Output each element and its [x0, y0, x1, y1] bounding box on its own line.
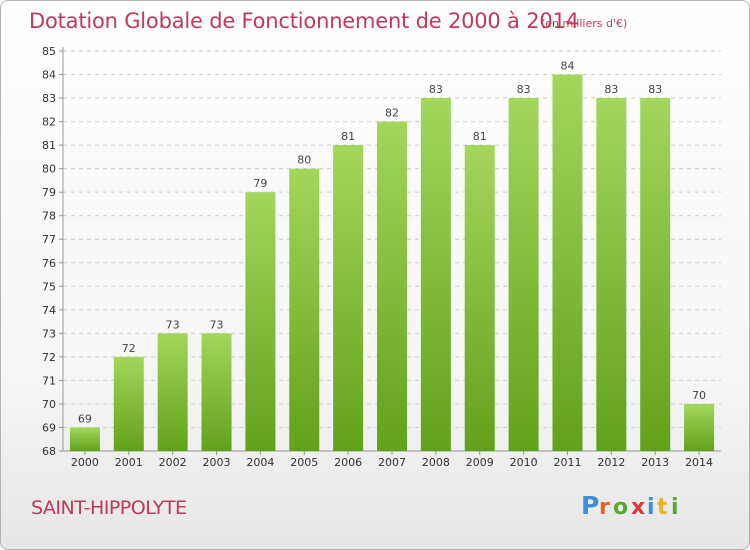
data-label: 83	[429, 83, 443, 96]
data-labels: 69 72 73 73 79 80 81 82 83 81 83 84 83 83 70	[78, 60, 706, 426]
bar-2014	[684, 403, 715, 451]
x-tick-label: 2014	[685, 456, 713, 469]
data-label: 73	[210, 318, 224, 331]
chart-title: Dotation Globale de Fonctionnement de 20…	[29, 9, 579, 33]
x-tick-label: 2013	[641, 456, 669, 469]
proxiti-logo[interactable]: P r o x i t i	[579, 487, 689, 523]
y-tick-label: 75	[42, 280, 56, 293]
x-tick-label: 2002	[159, 456, 187, 469]
y-tick-label: 82	[42, 116, 56, 129]
bar-2002	[157, 333, 188, 451]
svg-text:P: P	[581, 491, 599, 520]
x-tick-label: 2008	[422, 456, 450, 469]
y-tick-label: 85	[42, 45, 56, 58]
data-label: 80	[297, 154, 311, 167]
svg-text:t: t	[657, 495, 668, 520]
data-label: 73	[166, 318, 180, 331]
y-tick-label: 71	[42, 374, 56, 387]
y-tick-label: 69	[42, 421, 56, 434]
data-label: 84	[560, 60, 574, 73]
bar-2003	[201, 333, 232, 451]
y-tick-label: 72	[42, 351, 56, 364]
bar-2011	[552, 74, 583, 451]
svg-text:r: r	[599, 495, 610, 520]
x-tick-label: 2004	[246, 456, 274, 469]
commune-name: SAINT-HIPPOLYTE	[31, 497, 187, 519]
y-tick-label: 79	[42, 186, 56, 199]
data-label: 83	[517, 83, 531, 96]
data-label: 83	[648, 83, 662, 96]
x-tick-label: 2010	[510, 456, 538, 469]
bar-2013	[640, 98, 671, 451]
data-label: 69	[78, 412, 92, 425]
data-label: 81	[473, 130, 487, 143]
svg-text:o: o	[613, 495, 628, 520]
y-tick-label: 78	[42, 210, 56, 223]
y-tick-label: 76	[42, 257, 56, 270]
bar-2007	[377, 121, 407, 452]
x-tick-label: 2006	[334, 456, 362, 469]
x-tick-label: 2001	[115, 456, 143, 469]
data-label: 81	[341, 130, 355, 143]
bar-2010	[508, 98, 539, 451]
bar-2012	[596, 98, 627, 451]
y-tick-label: 77	[42, 233, 56, 246]
data-label: 83	[604, 83, 618, 96]
svg-text:i: i	[647, 495, 655, 520]
chart-unit: (en milliers d'€)	[541, 17, 628, 30]
bar-2006	[333, 145, 364, 451]
bars	[69, 74, 715, 452]
bar-2000	[69, 427, 100, 451]
data-label: 72	[122, 342, 136, 355]
y-tick-label: 68	[42, 445, 56, 458]
x-tick-label: 2000	[71, 456, 99, 469]
x-tick-label: 2007	[378, 456, 406, 469]
x-tick-label: 2003	[203, 456, 231, 469]
y-tick-label: 83	[42, 92, 56, 105]
x-tick-label: 2012	[597, 456, 625, 469]
y-tick-label: 73	[42, 327, 56, 340]
bar-2004	[245, 192, 276, 452]
y-tick-label: 80	[42, 163, 56, 176]
y-tick-label: 74	[42, 304, 56, 317]
y-tick-label: 81	[42, 139, 56, 152]
y-tick-label: 70	[42, 398, 56, 411]
data-label: 82	[385, 107, 399, 120]
svg-text:x: x	[631, 495, 645, 520]
y-tick-label: 84	[42, 69, 56, 82]
x-tick-label: 2005	[290, 456, 318, 469]
data-label: 79	[253, 177, 267, 190]
x-tick-label: 2011	[553, 456, 581, 469]
data-label: 70	[692, 389, 706, 402]
x-tick-label: 2009	[466, 456, 494, 469]
bar-2005	[289, 168, 320, 451]
bar-2009	[464, 145, 495, 451]
svg-text:i: i	[671, 495, 679, 520]
bar-2001	[113, 356, 144, 451]
bar-2008	[420, 98, 451, 451]
